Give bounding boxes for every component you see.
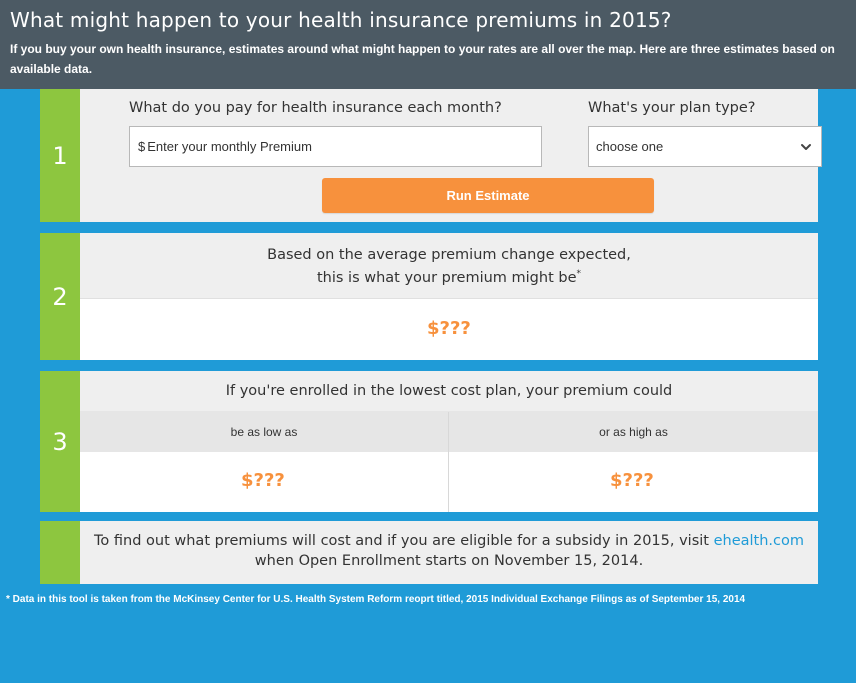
footnote-asterisk: * (576, 269, 582, 280)
low-premium-value: $??? (241, 470, 285, 491)
plan-type-label: What's your plan type? (588, 100, 756, 116)
enrollment-text-after: when Open Enrollment starts on November … (254, 553, 644, 569)
monthly-premium-input[interactable] (147, 139, 528, 154)
step-2-content: Based on the average premium change expe… (80, 233, 818, 360)
average-premium-value: $??? (427, 318, 471, 339)
step-4-panel: To find out what premiums will cost and … (40, 521, 818, 584)
step-1-content: What do you pay for health insurance eac… (80, 89, 822, 222)
enrollment-text-before: To find out what premiums will cost and … (94, 533, 709, 549)
enrollment-info: To find out what premiums will cost and … (80, 521, 818, 584)
chevron-down-icon (801, 143, 811, 150)
column-divider (448, 412, 449, 512)
step-2-panel: 2 Based on the average premium change ex… (40, 233, 818, 360)
page-title: What might happen to your health insuran… (10, 8, 672, 32)
high-estimate-label: or as high as (449, 412, 818, 452)
step-number-3: 3 (40, 371, 80, 512)
step-3-content: If you're enrolled in the lowest cost pl… (80, 371, 818, 512)
high-premium-value: $??? (610, 470, 654, 491)
step-number-1: 1 (40, 89, 80, 222)
step-4-bar (40, 521, 80, 584)
currency-symbol: $ (138, 139, 146, 154)
average-change-line-1: Based on the average premium change expe… (267, 247, 631, 263)
average-change-line-2: this is what your premium might be (316, 270, 577, 286)
step-1-panel: 1 What do you pay for health insurance e… (40, 89, 822, 222)
average-change-description: Based on the average premium change expe… (80, 233, 818, 299)
lowest-cost-heading: If you're enrolled in the lowest cost pl… (80, 371, 818, 412)
premium-question-label: What do you pay for health insurance eac… (129, 100, 502, 116)
page-header: What might happen to your health insuran… (0, 0, 856, 89)
ehealth-link[interactable]: ehealth.com (713, 533, 804, 549)
step-3-panel: 3 If you're enrolled in the lowest cost … (40, 371, 818, 512)
step-number-2: 2 (40, 233, 80, 360)
data-source-footnote: * Data in this tool is taken from the Mc… (6, 594, 746, 605)
plan-type-selected-value: choose one (596, 139, 664, 154)
average-change-line-2-wrapper: this is what your premium might be* (80, 267, 818, 290)
page-subtitle: If you buy your own health insurance, es… (10, 42, 835, 76)
low-estimate-label: be as low as (80, 412, 448, 452)
plan-type-select[interactable]: choose one (588, 126, 822, 167)
run-estimate-button[interactable]: Run Estimate (322, 178, 654, 213)
monthly-premium-field[interactable]: $ (129, 126, 542, 167)
